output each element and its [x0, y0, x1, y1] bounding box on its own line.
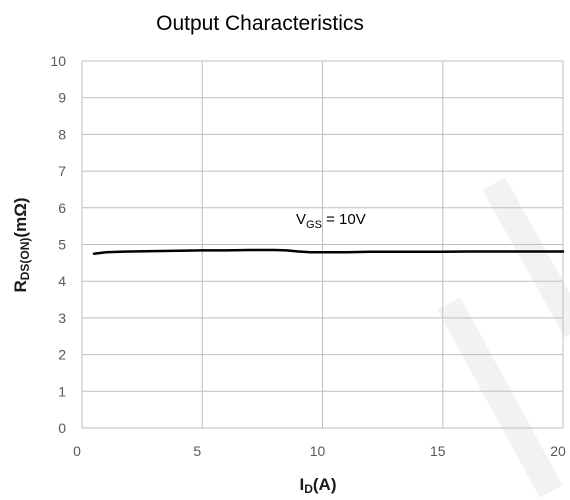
- y-tick-label: 0: [58, 420, 66, 436]
- chart-title: Output Characteristics: [156, 12, 364, 35]
- watermark-stroke: [437, 177, 570, 498]
- grid: [81, 60, 564, 429]
- y-tick-label: 2: [58, 347, 66, 363]
- x-tick-label: 20: [550, 443, 566, 459]
- y-axis-label: RDS(ON)(mΩ): [11, 197, 32, 292]
- series-line: [92, 248, 565, 255]
- x-axis-label-subscript: D: [304, 482, 313, 496]
- series-group: [92, 248, 565, 255]
- y-tick-label: 10: [50, 53, 66, 69]
- x-tick-label: 5: [193, 443, 201, 459]
- y-tick-label: 5: [58, 237, 66, 253]
- x-tick-label: 15: [430, 443, 446, 459]
- vgs-annotation: VGS = 10V: [296, 211, 366, 231]
- y-tick-label: 4: [58, 273, 66, 289]
- x-axis-ticks: 0 5 10 15 20: [73, 443, 566, 459]
- x-axis-label: ID(A): [299, 475, 336, 496]
- annotation-value: = 10V: [322, 211, 366, 228]
- y-tick-label: 6: [58, 200, 66, 216]
- x-tick-label: 0: [73, 443, 81, 459]
- annotation-main: V: [296, 211, 306, 228]
- y-tick-label: 9: [58, 90, 66, 106]
- x-tick-label: 10: [310, 443, 326, 459]
- y-tick-label: 8: [58, 126, 66, 142]
- y-axis-label-unit: (mΩ): [11, 197, 30, 237]
- y-tick-label: 1: [58, 383, 66, 399]
- y-axis-ticks: 0 1 2 3 4 5 6 7 8 9 10: [50, 53, 66, 436]
- y-tick-label: 3: [58, 310, 66, 326]
- x-axis-label-main: I: [299, 475, 304, 494]
- y-axis-label-main: R: [11, 280, 30, 292]
- annotation-subscript: GS: [306, 219, 322, 231]
- x-axis-label-unit: (A): [313, 475, 337, 494]
- y-tick-label: 7: [58, 163, 66, 179]
- y-axis-label-subscript: DS(ON): [18, 238, 32, 281]
- watermark: [437, 177, 570, 498]
